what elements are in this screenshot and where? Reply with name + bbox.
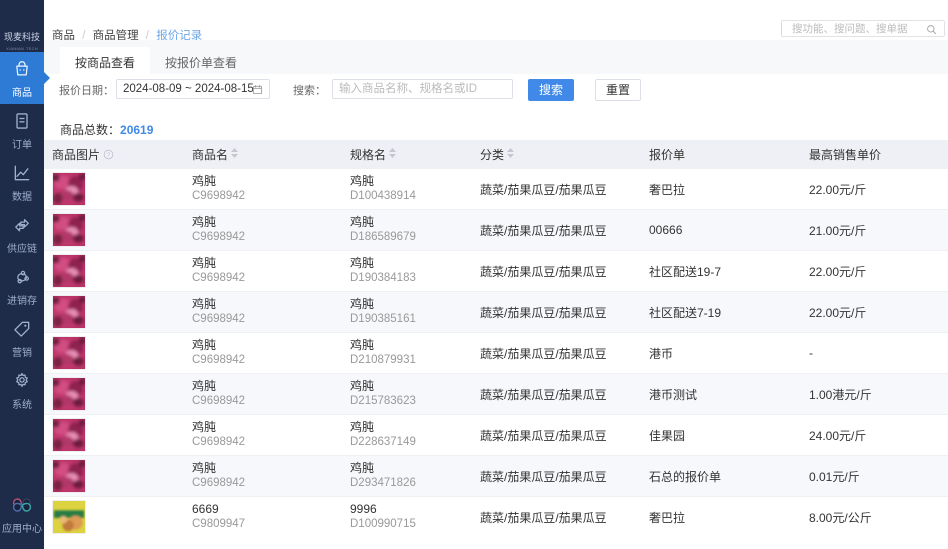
svg-text:?: ? bbox=[107, 152, 110, 158]
